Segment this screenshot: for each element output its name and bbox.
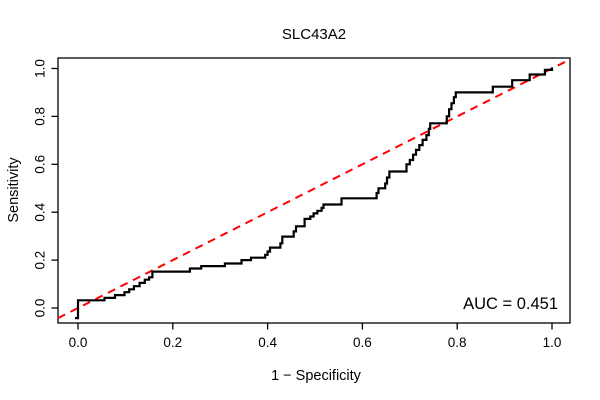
x-tick-label: 0.4 [258,335,277,350]
plot-box [57,57,571,324]
y-axis-label: Sensitivity [6,157,22,223]
y-tick-label: 0.8 [33,107,48,126]
x-axis-label: 1 − Specificity [271,368,362,384]
y-tick-label: 0.2 [33,251,48,270]
auc-annotation: AUC = 0.451 [463,295,558,313]
roc-curve-line [75,67,554,320]
x-tick-label: 0.0 [69,335,88,350]
x-tick-label: 0.6 [353,335,372,350]
x-tick-label: 0.8 [448,335,467,350]
y-tick-label: 0.6 [33,155,48,174]
plot-title: SLC43A2 [282,26,346,43]
chance-diagonal-line [57,58,571,319]
y-axis-ticks: 0.0 0.2 0.4 0.6 0.8 1.0 [33,59,58,318]
x-tick-label: 0.2 [163,335,182,350]
y-tick-label: 0.4 [33,202,48,221]
x-tick-label: 1.0 [543,335,562,350]
y-tick-label: 1.0 [33,59,48,78]
x-axis-ticks: 0.0 0.2 0.4 0.6 0.8 1.0 [69,323,562,350]
y-tick-label: 0.0 [33,299,48,318]
